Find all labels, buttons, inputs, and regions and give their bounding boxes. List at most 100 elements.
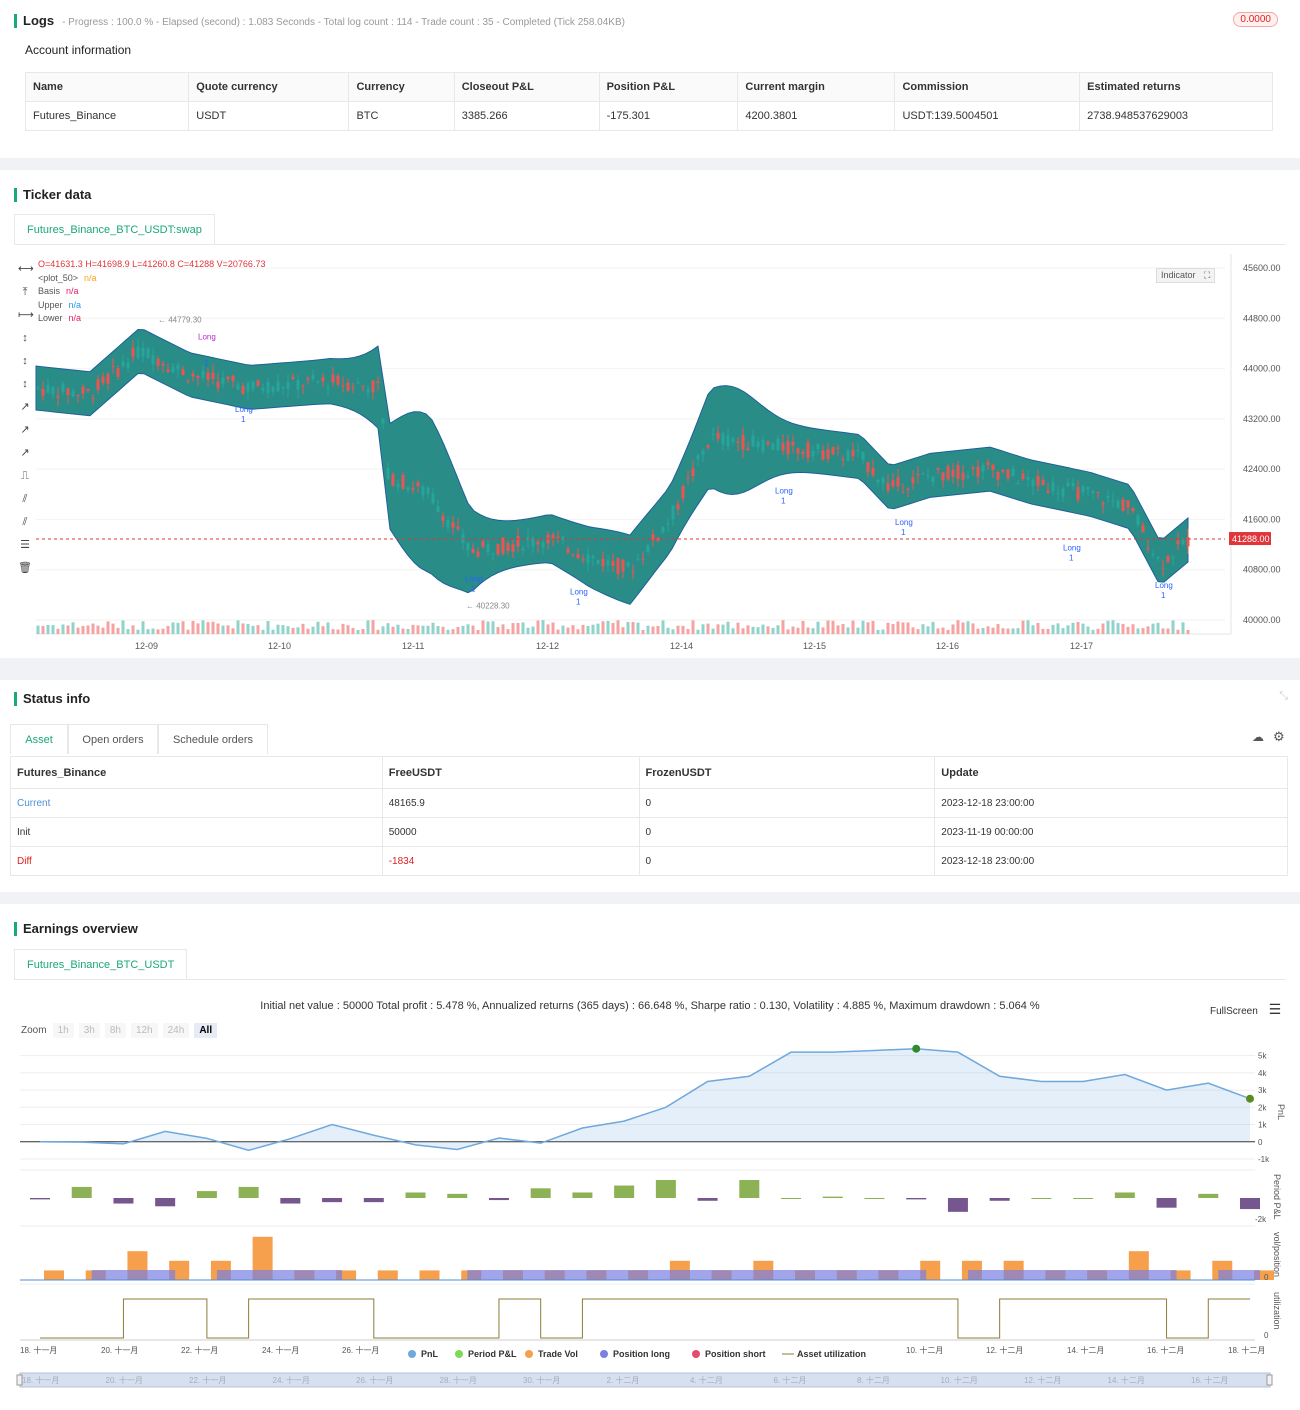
volume-bar [786, 629, 790, 634]
candle-body [231, 375, 235, 382]
navigator-tick-label: 22. 十一月 [189, 1375, 226, 1385]
asset-header-cell: FreeUSDT [381, 756, 640, 789]
horizontal-line-icon[interactable]: ⟷ [18, 263, 34, 275]
candlestick-chart[interactable]: 45600.00 44800.00 44000.00 43200.00 42400.00… [30, 254, 1300, 654]
zoom-option-24h[interactable]: 24h [162, 1023, 190, 1038]
account-header-cell: Estimated returns [1079, 72, 1273, 102]
price-tick-label: 45600.00 [1243, 263, 1281, 273]
ray-icon[interactable]: ⤒ [22, 286, 28, 298]
legend-value: n/a [66, 286, 79, 297]
asset-frozen: 0 [638, 817, 936, 847]
volume-bar [611, 622, 615, 634]
asset-frozen: 0 [638, 846, 936, 876]
vertical-line-icon[interactable]: ↕ [22, 332, 28, 344]
candle-body [1121, 499, 1125, 512]
candle-body [811, 451, 815, 457]
date-tick-label: 26. 十一月 [342, 1345, 379, 1355]
tab-ticker-symbol[interactable]: Futures_Binance_BTC_USDT:swap [14, 214, 215, 244]
candle-body [311, 374, 315, 380]
pitchfork-icon[interactable]: ⫽ [22, 516, 28, 528]
candle-body [986, 462, 990, 466]
volume-bar [66, 625, 70, 634]
measure-icon[interactable]: ⎍ [21, 470, 29, 482]
fib-retracement-icon[interactable]: ☰ [20, 539, 30, 551]
volume-bar [806, 627, 810, 634]
navigator-tick-label: 18. 十一月 [22, 1375, 59, 1385]
candle-body [616, 558, 620, 575]
date-tick-label: 12-11 [402, 641, 424, 651]
candle-body [141, 347, 145, 357]
volume-bar [391, 626, 395, 634]
zoom-option-1h[interactable]: 1h [52, 1023, 74, 1038]
volume-bar [626, 622, 630, 634]
volume-bar [231, 628, 235, 634]
volume-bar [531, 626, 535, 634]
volume-bar [266, 620, 270, 634]
candle-body [901, 491, 905, 493]
candle-body [576, 554, 580, 558]
volume-bar [336, 629, 340, 634]
candle-body [236, 384, 240, 390]
candle-body [591, 555, 595, 559]
indicator-button[interactable]: Indicator ⛶ [1156, 268, 1216, 283]
trend-line-icon[interactable]: ↗ [20, 401, 30, 413]
asset-row-label: Init [10, 817, 383, 847]
price-tick-label: 44800.00 [1243, 313, 1281, 323]
fullscreen-button[interactable]: FullScreen ☰ [1210, 1001, 1281, 1018]
volume-bar [271, 629, 275, 634]
zoom-option-All[interactable]: All [194, 1023, 218, 1038]
candle-body [1036, 476, 1040, 487]
volume-bar [161, 628, 165, 634]
volume-bar [901, 622, 905, 634]
navigator-tick-label: 16. 十二月 [1191, 1375, 1228, 1385]
ray-line-icon[interactable]: ↗ [20, 447, 30, 459]
volume-bar [976, 628, 980, 634]
zoom-option-3h[interactable]: 3h [78, 1023, 100, 1038]
extended-line-icon[interactable]: ⟼ [18, 309, 34, 321]
volume-bar [941, 627, 945, 634]
position-long-bar [550, 1270, 927, 1280]
candle-body [1026, 476, 1030, 480]
collapse-icon[interactable]: ⤡ [1279, 690, 1288, 702]
candle-body [666, 523, 670, 525]
candle-body [706, 445, 710, 448]
volume-bar [591, 624, 595, 634]
candle-body [306, 378, 310, 380]
volume-bar [1076, 622, 1080, 634]
price-range-icon[interactable]: ↕ [22, 355, 28, 367]
pnl-area [40, 1048, 1250, 1151]
zoom-option-8h[interactable]: 8h [104, 1023, 126, 1038]
candle-body [131, 347, 135, 357]
arrow-icon[interactable]: ↗ [20, 424, 30, 436]
date-range-icon[interactable]: ↕ [22, 378, 28, 390]
navigator-tick-label: 26. 十一月 [356, 1375, 393, 1385]
candle-body [251, 381, 255, 389]
candle-body [726, 435, 730, 447]
logs-badge[interactable]: 0.0000 [1233, 12, 1278, 27]
candle-body [686, 477, 690, 479]
tab-open-orders[interactable]: Open orders [68, 724, 158, 754]
gear-icon[interactable]: ⚙ [1273, 729, 1285, 744]
tab-earnings-symbol[interactable]: Futures_Binance_BTC_USDT [14, 949, 188, 979]
volume-bar [376, 629, 380, 634]
zoom-option-12h[interactable]: 12h [130, 1023, 158, 1038]
period-tick-label: -2k [1255, 1215, 1267, 1224]
tab-asset[interactable]: Asset [10, 724, 68, 754]
navigator-tick-label: 2. 十二月 [607, 1375, 640, 1385]
volume-bar [1096, 628, 1100, 634]
period-pnl-bar [155, 1198, 176, 1207]
period-pnl-bar [1198, 1193, 1219, 1198]
trash-icon[interactable]: 🗑 [18, 562, 32, 574]
volume-bar [416, 625, 420, 634]
parallel-channel-icon[interactable]: ⫽ [22, 493, 28, 505]
candle-body [791, 441, 795, 446]
volume-bar [881, 629, 885, 634]
cloud-icon[interactable]: ☁ [1252, 730, 1264, 744]
candle-body [906, 488, 910, 491]
legend-label: Period P&L [468, 1349, 517, 1359]
volume-bar [1171, 620, 1175, 634]
volume-bar [1181, 622, 1185, 634]
tab-schedule-orders[interactable]: Schedule orders [158, 724, 268, 754]
period-pnl-bar [1073, 1198, 1094, 1199]
